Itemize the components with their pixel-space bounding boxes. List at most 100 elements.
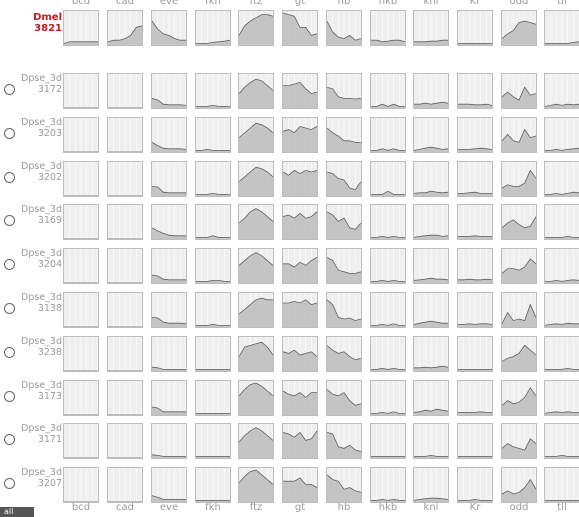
- expression-line: [327, 389, 361, 406]
- bottom-gene-label-hkb: hkb: [378, 502, 398, 513]
- sample-select-radio[interactable]: [4, 215, 15, 226]
- reference-cell-gt: [282, 10, 318, 46]
- sample-select-radio[interactable]: [4, 478, 15, 489]
- expression-line: [327, 345, 361, 361]
- expression-line: [196, 323, 230, 326]
- top-gene-label-hb: hb: [337, 0, 351, 7]
- sample-name-line2: 3202: [37, 172, 62, 183]
- bottom-gene-label-ftz: ftz: [249, 502, 263, 513]
- top-gene-label-ftz: ftz: [249, 0, 263, 7]
- sample-cell-fkh: [195, 336, 231, 372]
- sample-name-line1: Dpse_3d: [21, 117, 62, 128]
- expression-area: [283, 350, 317, 371]
- expression-line: [371, 323, 405, 326]
- sample-name-line1: Dpse_3d: [21, 292, 62, 303]
- expression-area: [283, 299, 317, 327]
- expression-line: [371, 411, 405, 414]
- top-gene-label-kni: kni: [423, 0, 439, 7]
- sample-select-radio[interactable]: [4, 259, 15, 270]
- sample-cell-ftz: [238, 248, 274, 284]
- sample-name-line2: 3169: [37, 215, 62, 226]
- expression-line: [327, 299, 361, 322]
- all-button[interactable]: all: [0, 507, 34, 517]
- expression-line: [152, 317, 186, 325]
- expression-area: [283, 170, 317, 196]
- reference-name-line2: 3821: [34, 23, 62, 34]
- sample-cell-cad: [107, 204, 143, 240]
- expression-area: [502, 216, 536, 239]
- expression-area: [283, 391, 317, 415]
- top-gene-label-hkb: hkb: [378, 0, 398, 7]
- sample-select-radio[interactable]: [4, 172, 15, 183]
- sample-name-line1: Dpse_3d: [21, 467, 62, 478]
- reference-cell-bcd: [63, 10, 99, 46]
- sample-cell-hb: [326, 467, 362, 503]
- expression-line: [196, 148, 230, 151]
- sample-cell-ftz: [238, 117, 274, 153]
- sample-cell-fkh: [195, 248, 231, 284]
- sample-select-radio[interactable]: [4, 84, 15, 95]
- expression-area: [327, 432, 361, 458]
- expression-area: [239, 208, 273, 239]
- sample-cell-hb: [326, 73, 362, 109]
- expression-line: [239, 166, 273, 182]
- expression-area: [414, 102, 448, 108]
- sample-cell-hkb: [370, 292, 406, 328]
- sample-cell-odd: [501, 423, 537, 459]
- expression-area: [327, 474, 361, 502]
- sample-select-radio[interactable]: [4, 391, 15, 402]
- sample-cell-odd: [501, 467, 537, 503]
- sample-cell-odd: [501, 73, 537, 109]
- sample-cell-hb: [326, 248, 362, 284]
- expression-area: [283, 13, 317, 45]
- expression-line: [327, 432, 361, 452]
- expression-area: [239, 342, 273, 371]
- expression-line: [414, 234, 448, 238]
- sample-cell-bcd: [63, 204, 99, 240]
- sample-cell-eve: [151, 292, 187, 328]
- expression-area: [196, 105, 230, 108]
- sample-cell-cad: [107, 380, 143, 416]
- expression-line: [414, 146, 448, 151]
- sample-cell-cad: [107, 161, 143, 197]
- sample-cell-cad: [107, 467, 143, 503]
- expression-area: [327, 389, 361, 415]
- sample-select-radio[interactable]: [4, 347, 15, 358]
- expression-area: [414, 40, 448, 45]
- sample-name: Dpse_3d 3204: [0, 248, 62, 270]
- sample-name-line2: 3173: [37, 391, 62, 402]
- expression-line: [414, 190, 448, 194]
- expression-area: [283, 126, 317, 152]
- expression-line: [327, 171, 361, 191]
- sample-cell-kni: [413, 248, 449, 284]
- sample-cell-hb: [326, 161, 362, 197]
- expression-area: [196, 324, 230, 327]
- expression-line: [108, 25, 142, 43]
- expression-area: [239, 298, 273, 327]
- sample-select-radio[interactable]: [4, 128, 15, 139]
- expression-line: [545, 191, 579, 195]
- expression-area: [502, 259, 536, 283]
- sample-name-line2: 3238: [37, 347, 62, 358]
- expression-area: [152, 275, 186, 283]
- sample-cell-eve: [151, 380, 187, 416]
- expression-line: [414, 365, 448, 369]
- sample-cell-tll: [544, 336, 579, 372]
- expression-line: [414, 320, 448, 325]
- expression-line: [458, 103, 492, 106]
- expression-area: [502, 304, 536, 327]
- expression-line: [239, 208, 273, 224]
- expression-line: [283, 125, 317, 134]
- expression-line: [458, 411, 492, 413]
- sample-select-radio[interactable]: [4, 434, 15, 445]
- expression-area: [371, 323, 405, 327]
- sample-name-line2: 3203: [37, 128, 62, 139]
- reference-cell-kni: [413, 10, 449, 46]
- sample-select-radio[interactable]: [4, 303, 15, 314]
- expression-line: [502, 20, 536, 39]
- top-gene-label-bcd: bcd: [71, 0, 91, 7]
- sample-name-line2: 3172: [37, 84, 62, 95]
- top-gene-label-fkh: fkh: [205, 0, 221, 7]
- sample-name: Dpse_3d 3202: [0, 161, 62, 183]
- expression-line: [545, 411, 579, 414]
